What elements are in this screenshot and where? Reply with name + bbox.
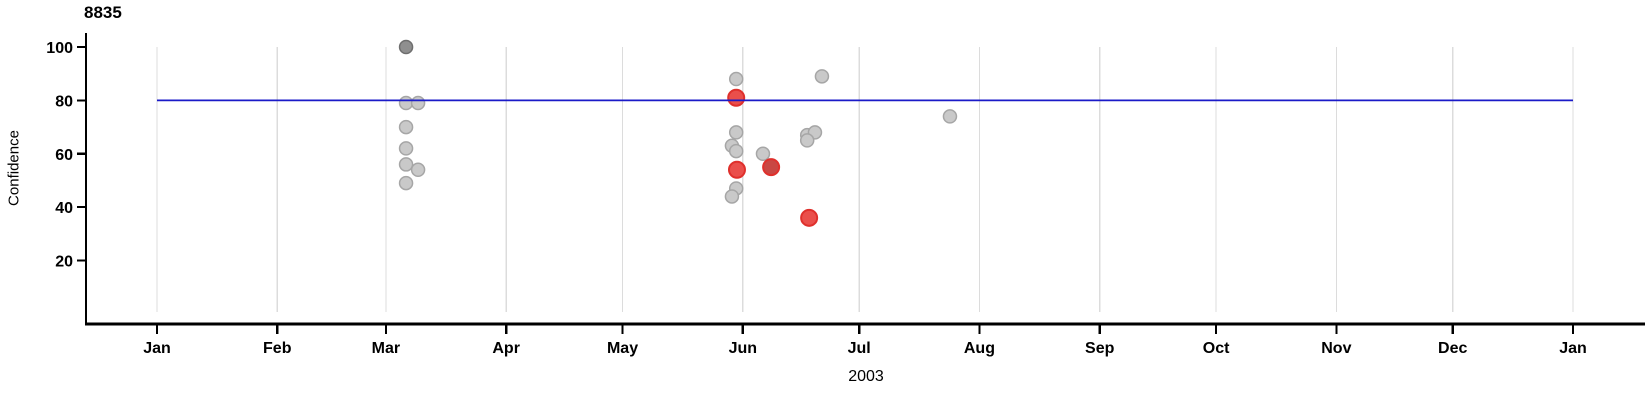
data-point-gray (942, 109, 958, 124)
data-point-gray (398, 175, 414, 191)
x-tick-label: Dec (1438, 340, 1467, 357)
data-point-gray (398, 157, 414, 172)
x-tick-label: Jul (848, 340, 871, 357)
x-tick-label: Apr (492, 340, 520, 357)
data-point-gray (728, 71, 744, 87)
data-point-gray (398, 95, 414, 111)
data-point-gray (398, 39, 414, 55)
y-tick-label: 100 (46, 40, 73, 57)
data-point-red (727, 160, 746, 179)
y-tick-label: 20 (55, 254, 73, 271)
data-point-gray (728, 125, 744, 140)
y-tick-label: 60 (55, 147, 73, 164)
x-tick-label: Aug (964, 340, 995, 357)
data-point-gray (799, 133, 815, 148)
x-tick-label: Mar (372, 340, 400, 357)
data-point-gray (814, 69, 830, 84)
x-tick-label: Feb (263, 340, 292, 357)
x-tick-label: Jan (143, 340, 171, 357)
x-tick-label: Oct (1203, 340, 1230, 357)
y-tick-label: 40 (55, 200, 73, 217)
y-tick-label: 80 (55, 93, 73, 110)
data-point-gray (728, 143, 744, 159)
x-tick-label: Sep (1085, 340, 1115, 357)
data-point-gray (724, 189, 740, 204)
chart-title: 8835 (84, 3, 122, 22)
x-axis-year-label: 2003 (848, 368, 884, 385)
data-point-red (727, 88, 746, 107)
x-tick-label: Jun (729, 340, 757, 357)
data-point-gray (410, 162, 426, 178)
x-tick-label: May (607, 340, 638, 357)
data-point-gray (755, 146, 771, 162)
x-tick-label: Jan (1559, 340, 1587, 357)
data-point-gray (398, 119, 414, 135)
data-point-gray (398, 141, 414, 156)
data-point-gray (410, 95, 426, 111)
data-point-red (800, 208, 819, 227)
data-point-red (762, 158, 781, 177)
x-tick-label: Nov (1321, 340, 1351, 357)
